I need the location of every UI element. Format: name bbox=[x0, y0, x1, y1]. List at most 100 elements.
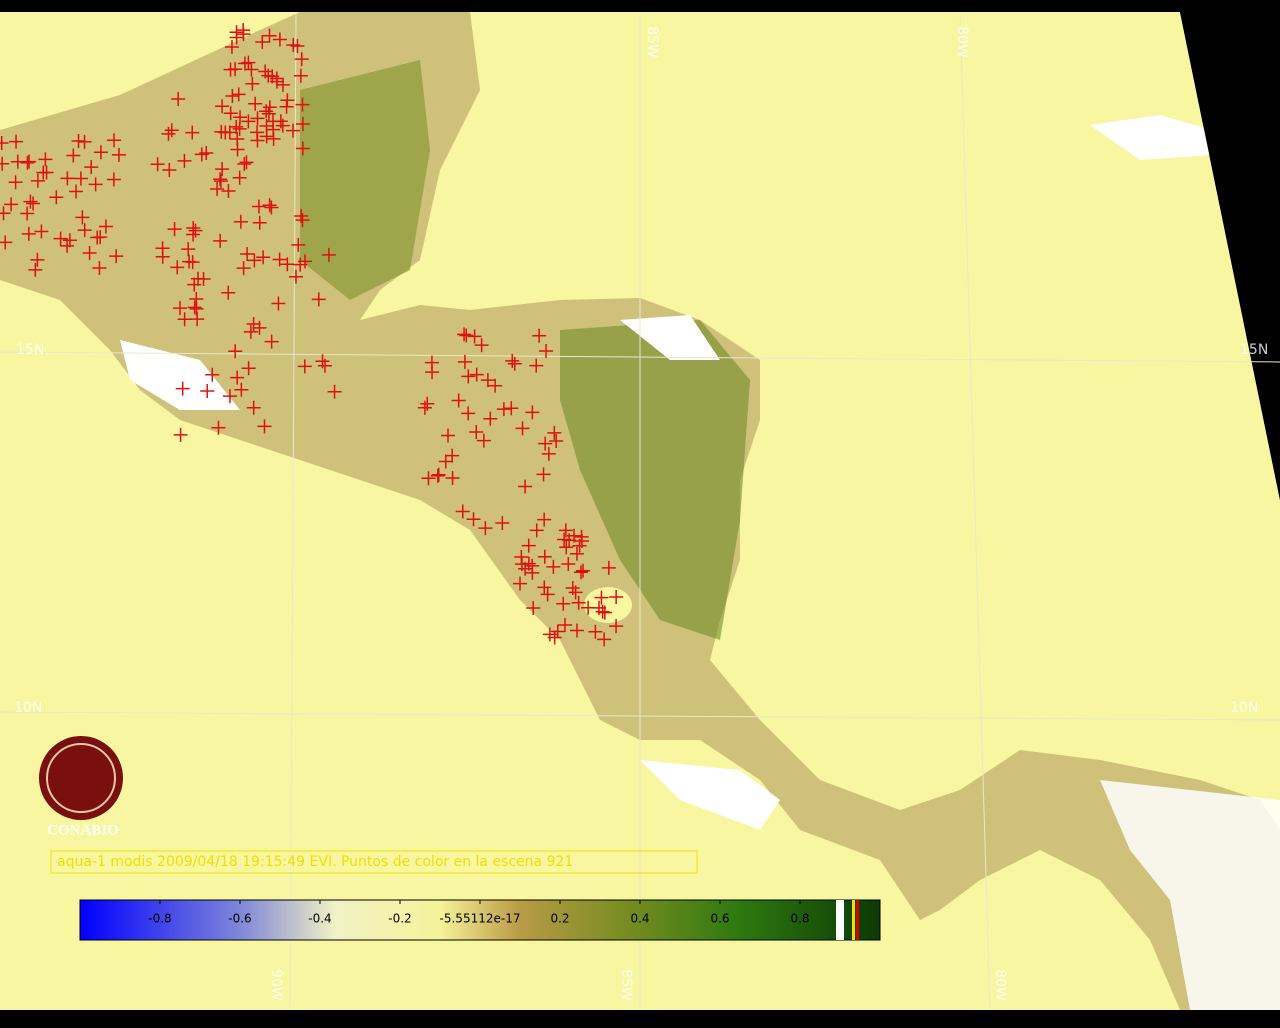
fire-point bbox=[280, 93, 295, 108]
colorbar-tick-label: -5.55112e-17 bbox=[440, 912, 521, 926]
fire-point bbox=[93, 145, 108, 160]
fire-point bbox=[265, 69, 280, 84]
fire-point bbox=[150, 157, 165, 172]
fire-point bbox=[565, 580, 580, 595]
lon-label: 80W bbox=[954, 26, 970, 58]
fire-point bbox=[210, 182, 225, 197]
fire-point bbox=[60, 171, 75, 186]
fire-point bbox=[461, 369, 476, 384]
fire-point bbox=[581, 600, 596, 615]
fire-point bbox=[0, 136, 9, 151]
fire-point bbox=[272, 252, 287, 267]
fire-point bbox=[571, 595, 586, 610]
lat-label: 10N bbox=[1230, 700, 1258, 716]
fire-point bbox=[23, 194, 38, 209]
colorbar-fire bbox=[856, 900, 859, 940]
fire-point bbox=[177, 153, 192, 168]
fire-point bbox=[525, 405, 540, 420]
fire-point bbox=[66, 148, 81, 163]
fire-point bbox=[521, 538, 536, 553]
fire-point bbox=[457, 354, 472, 369]
colorbar-tick-label: -0.8 bbox=[148, 912, 171, 926]
fire-point bbox=[241, 55, 256, 70]
fire-point bbox=[185, 125, 200, 140]
fire-point bbox=[34, 224, 49, 239]
fire-point bbox=[237, 156, 252, 171]
fire-point bbox=[224, 39, 239, 54]
fire-point bbox=[417, 400, 432, 415]
fire-point bbox=[529, 523, 544, 538]
fire-point bbox=[321, 247, 336, 262]
fire-point bbox=[445, 448, 460, 463]
fire-point bbox=[252, 320, 267, 335]
colorbar-tick-label: 0.6 bbox=[710, 912, 729, 926]
fire-point bbox=[595, 604, 610, 619]
lon-label: 85W bbox=[618, 969, 634, 1001]
fire-point bbox=[167, 222, 182, 237]
fire-point bbox=[20, 206, 35, 221]
fire-point bbox=[597, 605, 612, 620]
fire-point bbox=[69, 184, 84, 199]
fire-point bbox=[26, 196, 41, 211]
fire-point bbox=[271, 296, 286, 311]
fire-point bbox=[205, 367, 220, 382]
fire-point bbox=[93, 230, 108, 245]
fire-point bbox=[430, 468, 445, 483]
fire-point bbox=[215, 162, 230, 177]
fire-point bbox=[570, 623, 585, 638]
frame bbox=[0, 0, 1280, 12]
fire-point bbox=[546, 559, 561, 574]
fire-point bbox=[230, 131, 245, 146]
fire-point bbox=[574, 529, 589, 544]
fire-point bbox=[421, 471, 436, 486]
fire-point bbox=[0, 206, 11, 221]
lon-label: 90W bbox=[268, 969, 284, 1001]
fire-point bbox=[541, 446, 556, 461]
fire-point bbox=[259, 129, 274, 144]
logo bbox=[46, 743, 116, 813]
fire-point bbox=[285, 123, 300, 138]
fire-point bbox=[601, 560, 616, 575]
fire-point bbox=[496, 402, 511, 417]
frame bbox=[0, 1010, 1280, 1024]
fire-point bbox=[280, 257, 295, 272]
caption-box bbox=[50, 850, 698, 874]
fire-point bbox=[279, 99, 294, 114]
fire-point bbox=[286, 38, 301, 53]
lon-label: 80W bbox=[992, 969, 1008, 1001]
fire-point bbox=[228, 344, 243, 359]
fire-point bbox=[514, 549, 529, 564]
fire-point bbox=[588, 624, 603, 639]
fire-point bbox=[232, 121, 247, 136]
fire-point bbox=[170, 260, 185, 275]
fire-point bbox=[504, 401, 519, 416]
fire-point bbox=[262, 198, 277, 213]
fire-point bbox=[469, 424, 484, 439]
fire-point bbox=[557, 618, 572, 633]
fire-point bbox=[457, 327, 472, 342]
fire-point bbox=[252, 215, 267, 230]
fire-point bbox=[77, 134, 92, 149]
fire-point bbox=[542, 627, 557, 642]
fire-point bbox=[264, 334, 279, 349]
fire-point bbox=[230, 370, 245, 385]
fire-point bbox=[182, 254, 197, 269]
fire-point bbox=[507, 356, 522, 371]
fire-point bbox=[173, 427, 188, 442]
fire-point bbox=[540, 587, 555, 602]
fire-point bbox=[75, 210, 90, 225]
fire-point bbox=[30, 252, 45, 267]
fire-point bbox=[106, 133, 121, 148]
fire-point bbox=[9, 134, 24, 149]
fire-point bbox=[529, 358, 544, 373]
fire-point bbox=[231, 87, 246, 102]
fire-point bbox=[441, 428, 456, 443]
fire-point bbox=[0, 235, 13, 250]
fire-point bbox=[550, 624, 565, 639]
fire-point bbox=[92, 260, 107, 275]
fire-point bbox=[30, 173, 45, 188]
fire-point bbox=[236, 23, 251, 38]
fire-point bbox=[431, 467, 446, 482]
fire-point bbox=[8, 175, 23, 190]
fire-point bbox=[295, 213, 310, 228]
